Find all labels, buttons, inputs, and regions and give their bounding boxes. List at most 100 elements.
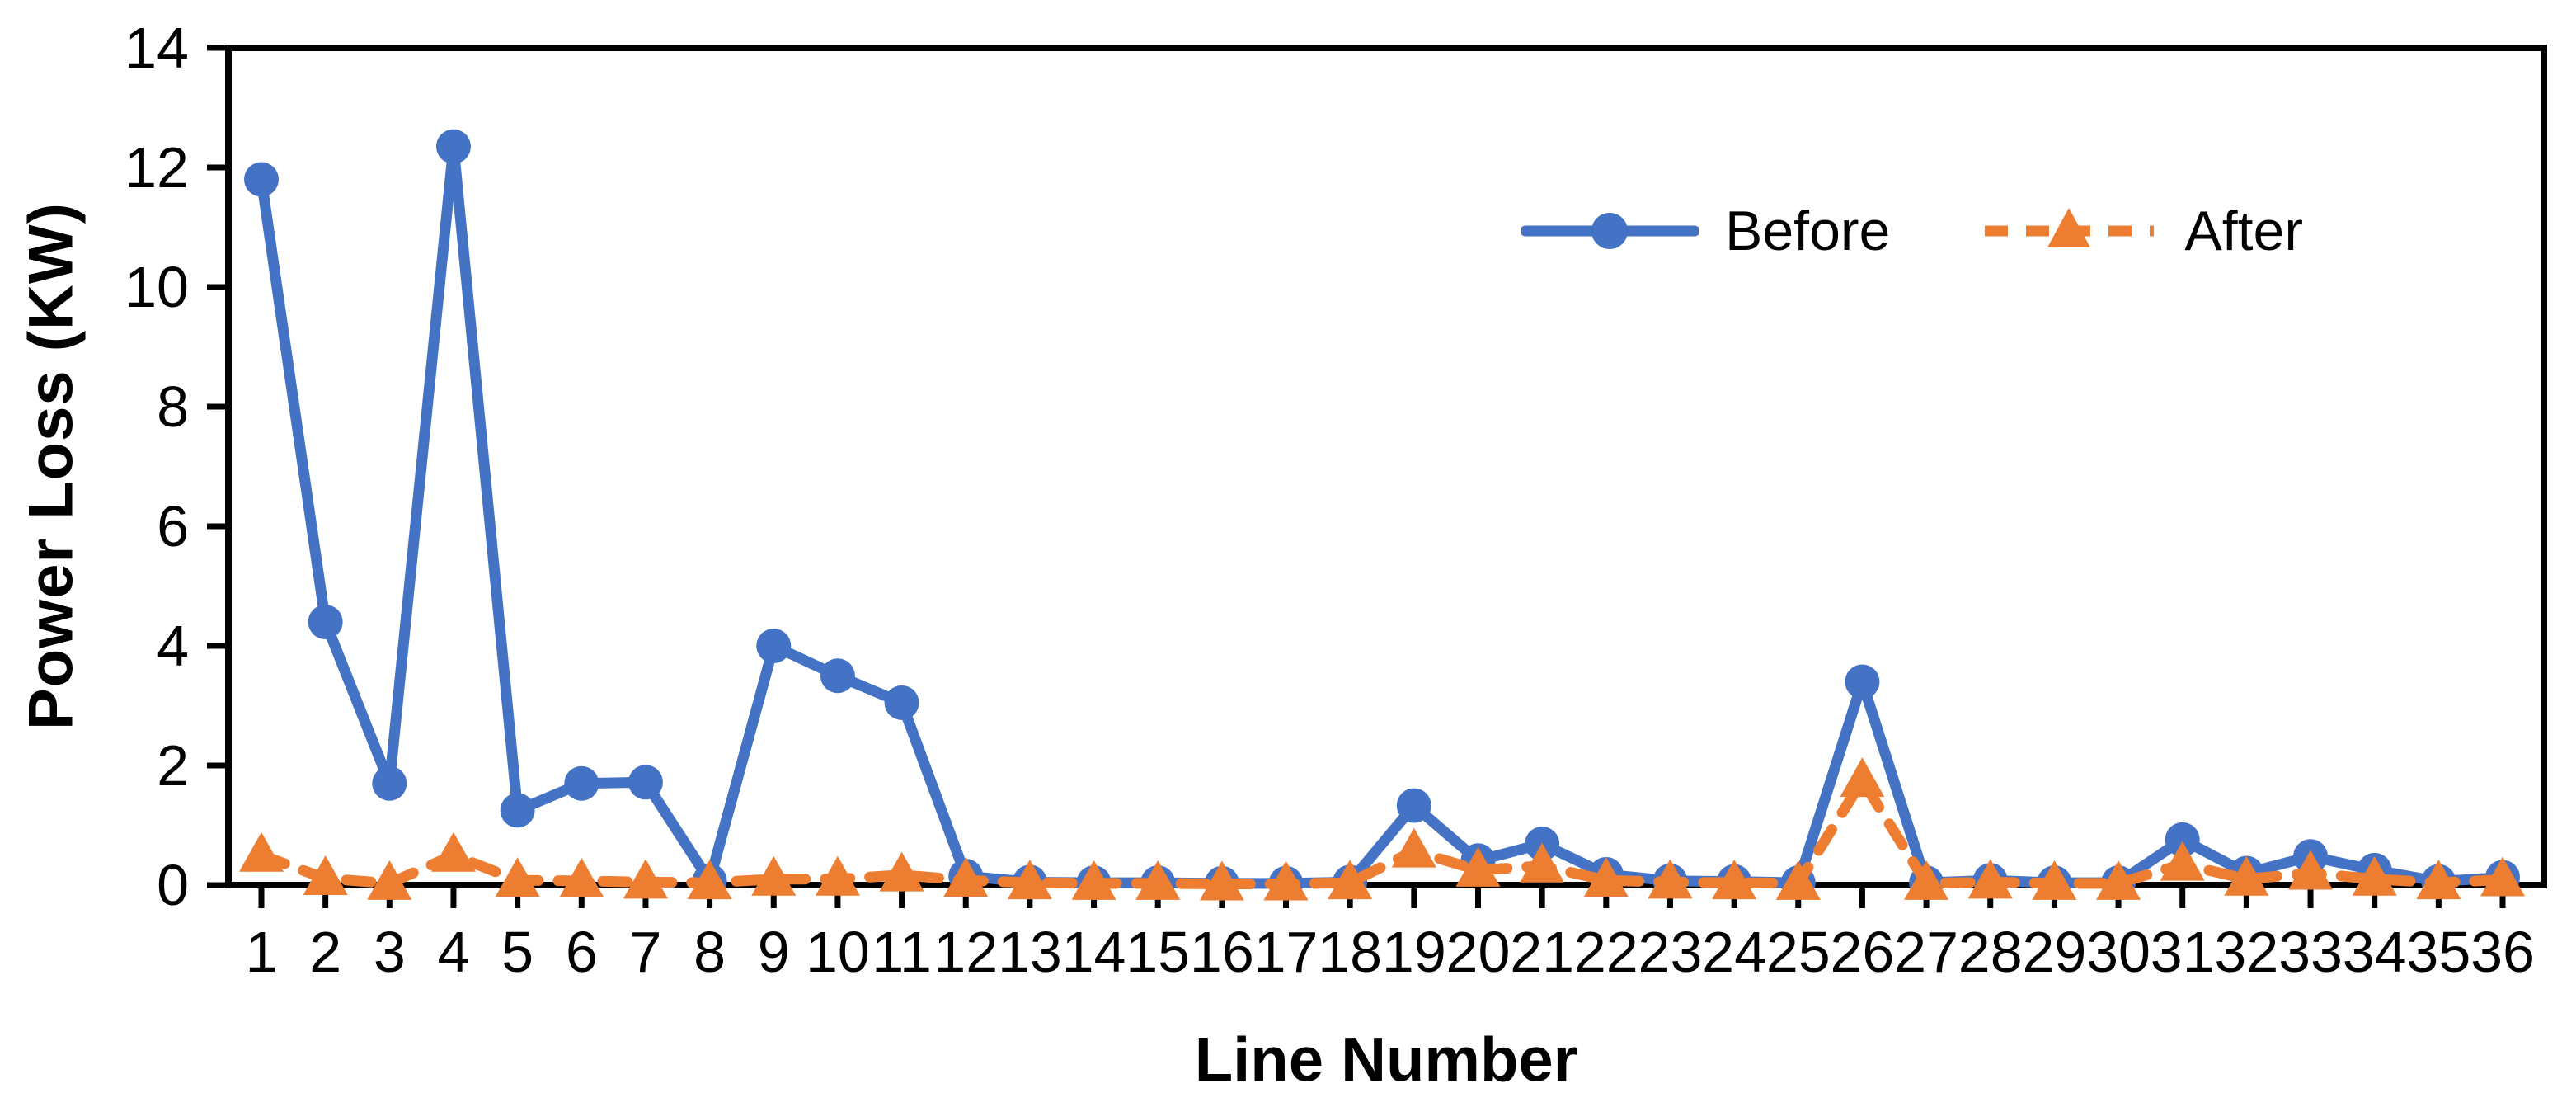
- triangle-marker: [495, 857, 540, 897]
- triangle-marker: [1455, 846, 1501, 887]
- x-tick-label: 5: [501, 920, 534, 984]
- y-tick-label: 14: [125, 16, 189, 80]
- circle-marker: [435, 129, 471, 164]
- triangle-marker: [1071, 860, 1116, 900]
- plot-border: [225, 45, 2547, 888]
- circle-marker: [884, 685, 919, 720]
- legend: Before After: [1521, 198, 2303, 264]
- x-tick-label: 23: [1638, 920, 1703, 984]
- x-tick-label: 28: [1958, 920, 2023, 984]
- triangle-marker: [2288, 850, 2334, 890]
- triangle-marker: [430, 831, 476, 872]
- triangle-marker: [2352, 855, 2397, 896]
- triangle-marker: [1775, 860, 1821, 900]
- y-axis-title: Power Loss (KW): [16, 202, 87, 730]
- series-after: [239, 757, 2525, 901]
- legend-item-before: Before: [1521, 198, 1890, 264]
- circle-marker: [756, 629, 792, 663]
- legend-label-after: After: [2184, 200, 2303, 262]
- x-tick-label: 25: [1766, 920, 1831, 984]
- x-tick-label: 16: [1190, 920, 1254, 984]
- x-tick-label: 21: [1510, 920, 1574, 984]
- x-tick-label: 20: [1446, 920, 1511, 984]
- x-tick-label: 22: [1574, 920, 1638, 984]
- triangle-marker: [1135, 860, 1181, 900]
- x-tick-label: 35: [2406, 920, 2470, 984]
- triangle-marker: [1648, 859, 1693, 899]
- circle-marker: [500, 793, 535, 828]
- triangle-marker: [1391, 827, 1436, 868]
- x-tick-label: 14: [1062, 920, 1126, 984]
- triangle-marker: [687, 860, 732, 900]
- triangle-marker: [2416, 860, 2461, 900]
- triangle-marker: [239, 831, 284, 872]
- legend-item-after: After: [1981, 198, 2303, 264]
- x-tick-label: 10: [806, 920, 870, 984]
- triangle-marker: [1712, 860, 1757, 900]
- triangle-marker: [1967, 859, 2013, 899]
- y-tick-label: 12: [125, 135, 189, 200]
- x-tick-label: 3: [374, 920, 406, 984]
- x-tick-label: 13: [998, 920, 1062, 984]
- y-tick-label: 2: [157, 733, 189, 798]
- x-tick-label: 29: [2022, 920, 2086, 984]
- triangle-marker: [2160, 841, 2205, 881]
- x-tick-label: 17: [1254, 920, 1319, 984]
- x-tick-label: 33: [2278, 920, 2343, 984]
- triangle-marker: [1583, 857, 1629, 897]
- triangle-marker: [2480, 856, 2525, 897]
- x-tick-label: 32: [2214, 920, 2278, 984]
- x-tick-label: 1: [246, 920, 278, 984]
- triangle-marker: [943, 857, 989, 897]
- x-tick-label: 11: [872, 920, 932, 984]
- x-tick-label: 12: [933, 920, 998, 984]
- x-tick-label: 4: [438, 920, 470, 984]
- y-tick-label: 8: [157, 374, 189, 439]
- triangle-marker: [1520, 842, 1565, 883]
- x-tick-label: 18: [1318, 920, 1382, 984]
- triangle-marker: [879, 851, 924, 892]
- circle-marker: [308, 605, 343, 639]
- triangle-marker: [751, 855, 797, 896]
- triangle-marker: [2224, 855, 2269, 896]
- x-tick-label: 9: [758, 920, 790, 984]
- x-axis: 1 2 3 4 5 6 7 8 9 10 11 12 13 14 15 16 17 18 19 20 21 22 23 24 2…: [246, 885, 2535, 984]
- triangle-marker: [559, 857, 604, 897]
- triangle-marker: [1904, 860, 1949, 900]
- circle-marker: [564, 765, 599, 801]
- y-tick-label: 10: [125, 255, 189, 319]
- circle-marker: [372, 765, 407, 801]
- y-tick-label: 4: [157, 614, 189, 678]
- x-tick-label: 15: [1126, 920, 1190, 984]
- circle-marker: [2165, 822, 2200, 857]
- x-tick-label: 27: [1894, 920, 1958, 984]
- x-tick-label: 24: [1702, 920, 1766, 984]
- x-tick-label: 8: [693, 920, 726, 984]
- x-axis-title: Line Number: [1194, 1025, 1578, 1095]
- series-line-after: [256, 775, 2508, 890]
- y-tick-label: 0: [157, 853, 189, 917]
- triangle-marker: [1328, 860, 1373, 900]
- triangle-marker: [1263, 860, 1309, 901]
- triangle-marker: [2096, 860, 2141, 900]
- legend-label-before: Before: [1725, 200, 1891, 262]
- circle-marker: [1845, 664, 1880, 700]
- circle-marker: [244, 162, 279, 197]
- triangle-marker: [303, 855, 348, 896]
- circle-marker: [628, 765, 663, 800]
- triangle-marker: [623, 859, 668, 899]
- before-line-sample-icon: [1521, 213, 1699, 249]
- triangle-marker: [1199, 860, 1244, 901]
- after-line-sample-icon: [1985, 208, 2155, 247]
- triangle-marker: [367, 860, 412, 900]
- triangle-marker: [815, 855, 860, 896]
- x-tick-label: 6: [566, 920, 598, 984]
- x-tick-label: 36: [2470, 920, 2535, 984]
- circle-marker: [1396, 788, 1431, 823]
- x-tick-label: 30: [2086, 920, 2151, 984]
- x-tick-label: 31: [2151, 920, 2215, 984]
- y-tick-label: 6: [157, 494, 189, 558]
- x-tick-label: 7: [629, 920, 661, 984]
- triangle-marker: [1840, 757, 1885, 798]
